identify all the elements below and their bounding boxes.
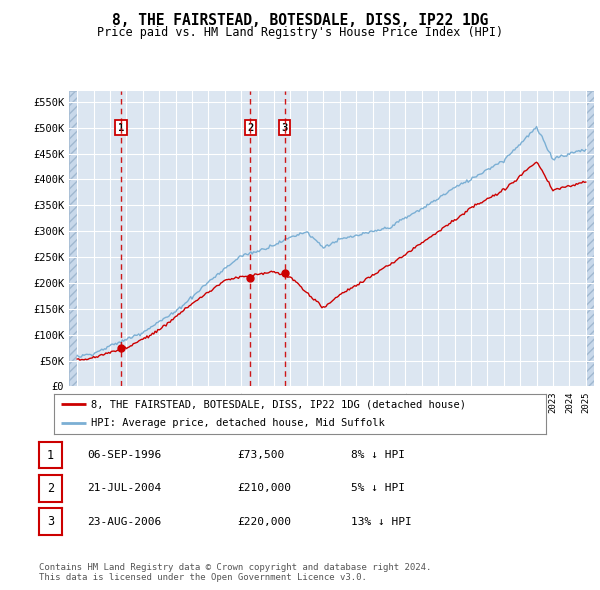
Text: 13% ↓ HPI: 13% ↓ HPI — [351, 516, 412, 526]
Text: 1: 1 — [47, 449, 54, 462]
Text: 21-JUL-2004: 21-JUL-2004 — [87, 483, 161, 493]
Text: 5% ↓ HPI: 5% ↓ HPI — [351, 483, 405, 493]
Text: 2: 2 — [247, 123, 253, 133]
Text: 3: 3 — [47, 515, 54, 528]
Text: 3: 3 — [281, 123, 288, 133]
Text: 2: 2 — [47, 482, 54, 495]
Bar — [586, 91, 594, 386]
Bar — [69, 91, 77, 386]
Text: 06-SEP-1996: 06-SEP-1996 — [87, 450, 161, 460]
Text: £220,000: £220,000 — [237, 516, 291, 526]
Bar — [69, 91, 77, 386]
Text: Contains HM Land Registry data © Crown copyright and database right 2024.
This d: Contains HM Land Registry data © Crown c… — [39, 563, 431, 582]
Text: £73,500: £73,500 — [237, 450, 284, 460]
Text: 23-AUG-2006: 23-AUG-2006 — [87, 516, 161, 526]
Text: 8, THE FAIRSTEAD, BOTESDALE, DISS, IP22 1DG: 8, THE FAIRSTEAD, BOTESDALE, DISS, IP22 … — [112, 13, 488, 28]
Text: £210,000: £210,000 — [237, 483, 291, 493]
Text: 8% ↓ HPI: 8% ↓ HPI — [351, 450, 405, 460]
Bar — [586, 91, 594, 386]
Text: HPI: Average price, detached house, Mid Suffolk: HPI: Average price, detached house, Mid … — [91, 418, 385, 428]
Text: 1: 1 — [118, 123, 124, 133]
Text: 8, THE FAIRSTEAD, BOTESDALE, DISS, IP22 1DG (detached house): 8, THE FAIRSTEAD, BOTESDALE, DISS, IP22 … — [91, 399, 466, 409]
Text: Price paid vs. HM Land Registry's House Price Index (HPI): Price paid vs. HM Land Registry's House … — [97, 26, 503, 39]
